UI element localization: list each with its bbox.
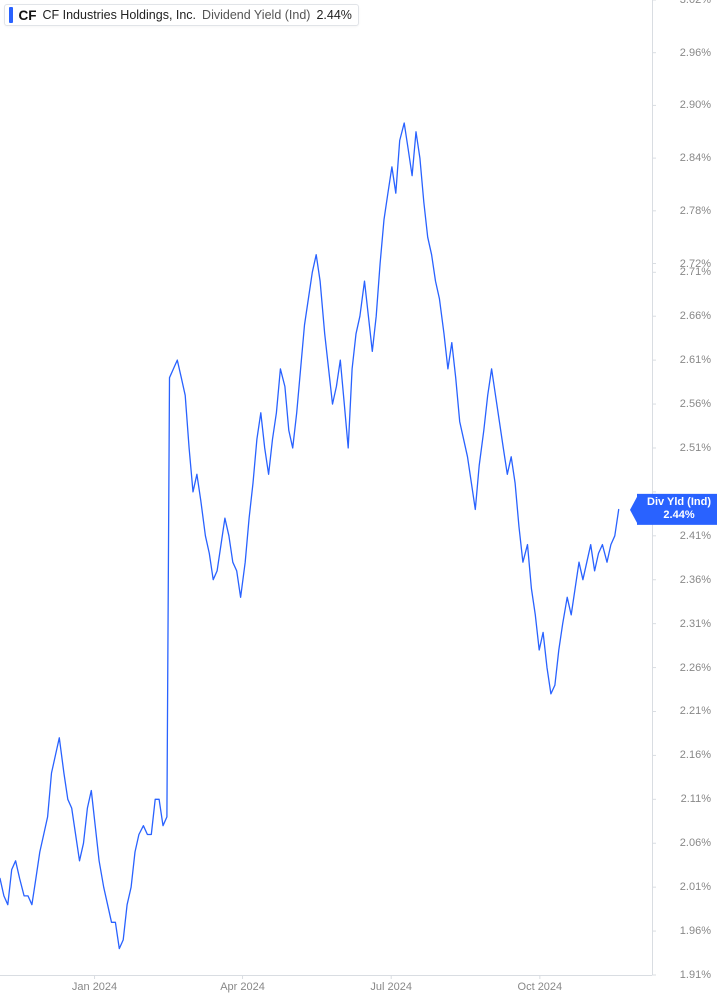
flag-metric-short: Div Yld (Ind) <box>647 496 711 509</box>
y-tick-label: 2.96% <box>680 47 711 59</box>
y-tick-label: 2.84% <box>680 152 711 164</box>
y-tick-label: 2.56% <box>680 398 711 410</box>
x-tick-label: Apr 2024 <box>220 981 265 993</box>
y-tick-label: 2.01% <box>680 881 711 893</box>
y-tick-label: 2.11% <box>681 793 711 805</box>
y-tick-label: 1.91% <box>680 969 711 981</box>
y-tick-label: 2.26% <box>680 662 711 674</box>
y-tick-label: 2.78% <box>680 205 711 217</box>
y-tick-label: 3.02% <box>680 0 711 6</box>
y-tick-label: 2.66% <box>680 310 711 322</box>
y-tick-label: 2.61% <box>680 354 711 366</box>
y-tick-label: 2.51% <box>680 442 711 454</box>
x-tick-label: Jul 2024 <box>370 981 412 993</box>
y-tick-label: 2.41% <box>680 530 711 542</box>
y-tick-label: 2.31% <box>680 618 711 630</box>
flag-value: 2.44% <box>647 509 711 522</box>
y-tick-label: 1.96% <box>680 925 711 937</box>
y-tick-label: 2.06% <box>680 837 711 849</box>
x-tick-label: Jan 2024 <box>72 981 117 993</box>
y-tick-label: 2.90% <box>680 99 711 111</box>
current-value-flag: Div Yld (Ind) 2.44% <box>637 494 717 524</box>
y-tick-label: 2.71% <box>680 266 711 278</box>
x-tick-label: Oct 2024 <box>518 981 563 993</box>
y-tick-label: 2.16% <box>680 749 711 761</box>
y-tick-label: 2.21% <box>680 705 711 717</box>
chart-plot[interactable] <box>0 0 717 1005</box>
y-tick-label: 2.36% <box>680 574 711 586</box>
